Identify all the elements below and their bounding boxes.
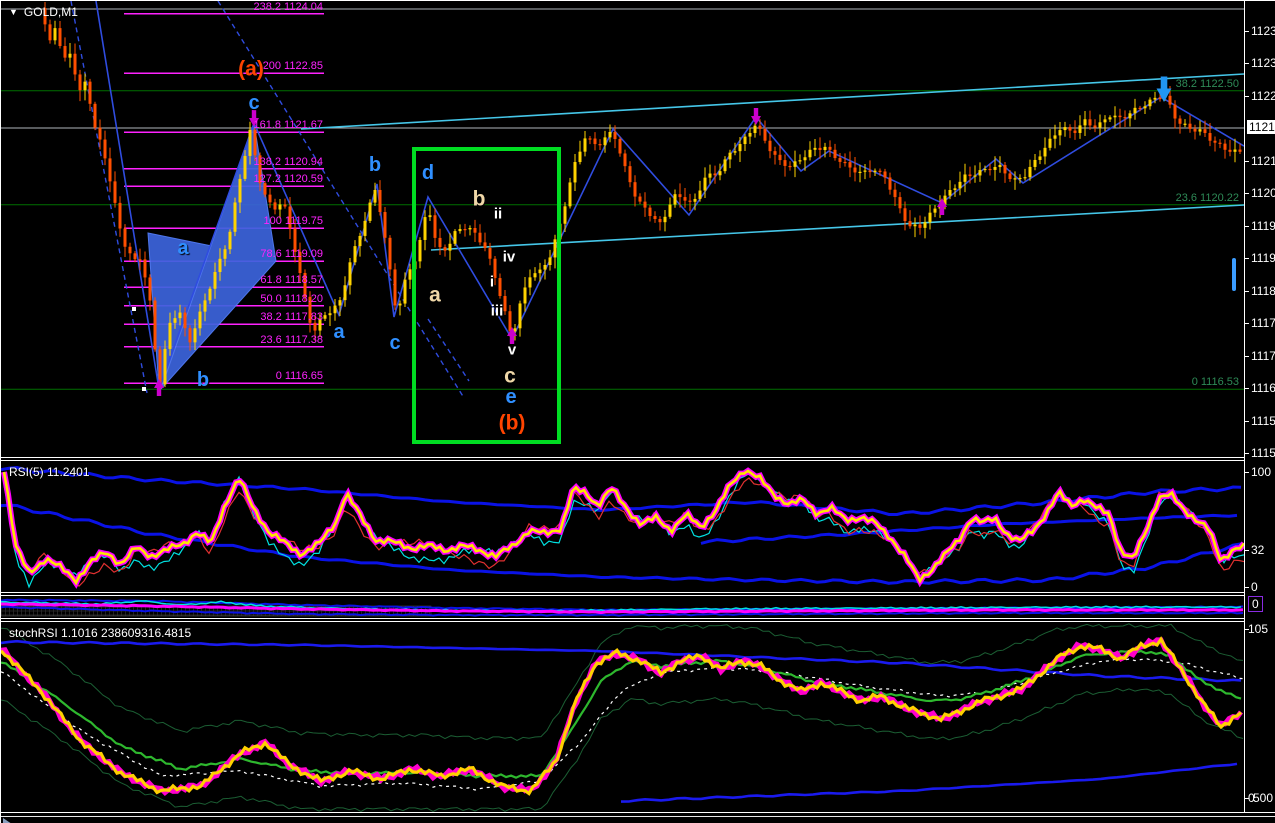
fib-anchor-dot xyxy=(132,307,136,311)
rsi-axis-label: 0 xyxy=(1251,580,1258,594)
price-axis[interactable]: 1123.70 1123.05 1122.40 1121.75 1121.10 1120.… xyxy=(1244,1,1275,813)
panel-splitter[interactable] xyxy=(1,592,1275,596)
axis-tick xyxy=(1245,453,1249,455)
axis-tick xyxy=(1245,629,1249,630)
price-axis-label: 1123.05 xyxy=(1251,56,1275,71)
rsi-signal-outline xyxy=(1,467,1244,589)
channel-line xyxy=(300,73,1244,130)
current-price-badge: 1121.75 xyxy=(1247,120,1275,135)
rsi-axis-label: 100 xyxy=(1251,465,1272,479)
harmonic-pattern xyxy=(147,122,277,391)
green-annotation-box[interactable] xyxy=(412,147,561,444)
up-arrow-signal xyxy=(154,379,164,396)
price-axis-label: 1121.10 xyxy=(1251,153,1275,168)
stoch-axis-label: 500 xyxy=(1253,791,1274,805)
axis-tick xyxy=(1245,63,1249,65)
down-arrow-signal xyxy=(751,108,761,125)
bottom-strip-line xyxy=(1,816,1275,817)
axis-tick xyxy=(1245,30,1249,32)
ribbon-indicator-panel[interactable] xyxy=(1,597,1244,618)
rsi-axis-label: 32 xyxy=(1251,543,1265,557)
up-arrow-signal xyxy=(937,198,947,215)
rsi-indicator-panel[interactable]: RSI(5) 11.2401 xyxy=(1,462,1244,592)
zigzag-line xyxy=(95,1,1244,390)
down-arrow-signal xyxy=(249,110,259,127)
stochrsi-indicator-label: stochRSI 1.1016 238609316.4815 xyxy=(9,626,192,640)
dashed-trendline xyxy=(427,318,470,382)
dropdown-triangle-icon[interactable]: ▼ xyxy=(9,7,18,17)
ribbon-canvas[interactable] xyxy=(1,597,1244,618)
price-axis-label: 1116.55 xyxy=(1251,381,1275,396)
stochrsi-canvas[interactable] xyxy=(1,623,1244,812)
rsi-indicator-label: RSI(5) 11.2401 xyxy=(9,465,90,479)
price-axis-label: 1119.80 xyxy=(1251,218,1275,233)
stoch-axis-label: 0 xyxy=(1248,791,1255,805)
axis-tick xyxy=(1245,420,1249,422)
price-axis-label: 1120.45 xyxy=(1251,186,1275,201)
price-axis-label: 1123.70 xyxy=(1251,23,1275,38)
stoch-main-line xyxy=(1,636,1243,796)
ribbon-cyan-line xyxy=(1,600,1242,613)
price-axis-label: 1117.20 xyxy=(1251,348,1275,363)
axis-tick xyxy=(1245,95,1249,97)
stochrsi-indicator-panel[interactable]: stochRSI 1.1016 238609316.4815 xyxy=(1,623,1244,812)
panel-splitter[interactable] xyxy=(1,457,1275,461)
stoch-white-dashed-line xyxy=(1,657,1244,791)
price-axis-label: 1119.15 xyxy=(1251,251,1275,266)
rsi-ma-line xyxy=(1,465,1242,516)
price-axis-label: 1115.90 xyxy=(1251,413,1275,428)
symbol-label[interactable]: ▼ GOLD,M1 xyxy=(9,5,78,19)
axis-tick xyxy=(1245,798,1249,799)
up-arrow-signal xyxy=(507,327,517,344)
rsi-main-line xyxy=(2,469,1244,586)
mouse-cursor xyxy=(3,818,11,823)
ribbon-magenta-line xyxy=(1,602,1244,615)
axis-tick xyxy=(1245,472,1249,473)
axis-tick xyxy=(1245,160,1249,162)
axis-tick xyxy=(1245,290,1249,292)
candlesticks xyxy=(43,2,1242,396)
axis-tick xyxy=(1245,355,1249,357)
stoch-band-lower xyxy=(1,687,1244,812)
symbol-text: GOLD,M1 xyxy=(23,5,78,19)
stoch-blue-line xyxy=(1,639,1242,683)
price-axis-label: 1117.85 xyxy=(1251,316,1275,331)
blue-marker-bar xyxy=(1232,258,1236,291)
price-chart-panel[interactable]: 38.2 1122.50 23.6 1120.22 0 1116.53 238.2 1… xyxy=(1,1,1244,457)
axis-tick xyxy=(1245,388,1249,390)
price-axis-label: 1115.25 xyxy=(1251,446,1275,461)
ribbon-axis-label: 0 xyxy=(1248,596,1263,612)
price-axis-label: 1118.50 xyxy=(1251,283,1275,298)
dashed-trendline xyxy=(70,1,148,394)
bottom-strip xyxy=(1,812,1275,823)
price-axis-label: 1122.40 xyxy=(1251,88,1275,103)
down-arrow-signal xyxy=(1156,76,1172,102)
axis-tick xyxy=(1245,225,1249,227)
dashed-trendline xyxy=(217,1,465,399)
axis-tick xyxy=(1245,258,1249,260)
channel-line xyxy=(430,204,1244,251)
stoch-blue-line xyxy=(620,762,1238,803)
axis-tick xyxy=(1245,587,1249,588)
stoch-band-upper xyxy=(1,623,1244,741)
stoch-axis-label: 105 xyxy=(1248,622,1269,636)
ribbon-blue-bottom xyxy=(1,605,1244,617)
price-chart-canvas[interactable] xyxy=(1,1,1244,457)
fib-anchor-dot xyxy=(142,387,146,391)
axis-tick xyxy=(1245,193,1249,195)
axis-tick xyxy=(1245,323,1249,325)
stoch-green-line xyxy=(1,649,1242,779)
axis-tick xyxy=(1245,550,1249,551)
rsi-canvas[interactable] xyxy=(1,462,1244,592)
panel-splitter[interactable] xyxy=(1,618,1275,622)
